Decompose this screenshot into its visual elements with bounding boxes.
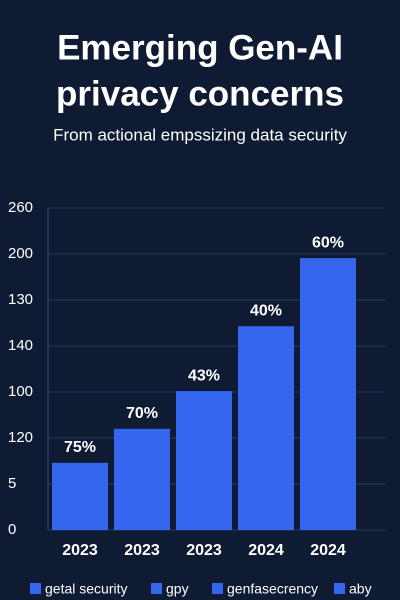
legend-label: genfasecrency — [227, 581, 318, 597]
legend-label: gpy — [166, 581, 189, 597]
legend-swatch — [334, 583, 345, 594]
x-tick-label: 2023 — [186, 542, 222, 559]
bar-annotation: 40% — [250, 302, 282, 319]
chart-title: Emerging Gen-AI — [57, 28, 343, 67]
legend-swatch — [30, 583, 41, 594]
bar — [300, 258, 356, 530]
bar-annotation: 75% — [64, 439, 96, 456]
chart-title: privacy concerns — [56, 74, 344, 113]
x-tick-label: 2023 — [124, 542, 160, 559]
y-tick-label: 120 — [8, 429, 33, 446]
legend-swatch — [212, 583, 223, 594]
y-tick-label: 200 — [8, 245, 33, 262]
x-tick-label: 2024 — [310, 542, 346, 559]
x-tick-label: 2023 — [62, 542, 98, 559]
y-tick-label: 5 — [8, 475, 16, 492]
legend-swatch — [151, 583, 162, 594]
y-tick-label: 140 — [8, 337, 33, 354]
bar-annotation: 60% — [312, 234, 344, 251]
chart-subtitle: From actional empssizing data security — [53, 125, 347, 144]
bar — [114, 428, 170, 530]
y-tick-label: 100 — [8, 383, 33, 400]
legend-label: getal security — [45, 581, 127, 597]
bar-annotation: 43% — [188, 367, 220, 384]
y-tick-label: 260 — [8, 199, 33, 216]
y-tick-label: 130 — [8, 291, 33, 308]
x-tick-label: 2024 — [248, 542, 284, 559]
bar-annotation: 70% — [126, 405, 158, 422]
y-tick-label: 0 — [8, 521, 16, 538]
bar — [238, 326, 294, 530]
legend-label: aby — [349, 581, 372, 597]
bar — [176, 391, 232, 530]
bar — [52, 462, 108, 530]
